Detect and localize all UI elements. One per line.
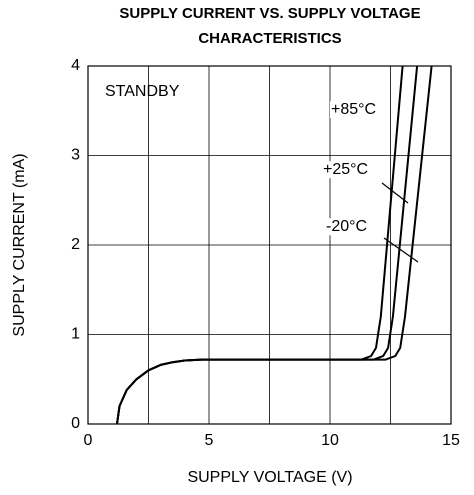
x-tick-label: 0 — [84, 432, 93, 449]
x-tick-label: 15 — [442, 432, 460, 449]
data-line — [116, 65, 433, 425]
x-tick-label: 5 — [205, 432, 214, 449]
annotation-bg — [322, 161, 370, 179]
x-tick-label: 10 — [321, 432, 339, 449]
y-tick-label: 2 — [71, 236, 80, 253]
y-tick-label: 4 — [71, 57, 80, 74]
y-axis-label: SUPPLY CURRENT (mA) — [11, 153, 28, 336]
chart-title: SUPPLY CURRENT VS. SUPPLY VOLTAGE — [119, 5, 420, 22]
annotation-arrow — [383, 237, 419, 263]
annotation: -20°C — [326, 218, 367, 235]
y-tick-label: 3 — [71, 147, 80, 164]
x-axis-label: SUPPLY VOLTAGE (V) — [187, 469, 352, 486]
annotation: STANDBY — [105, 83, 180, 100]
annotation-bg — [325, 218, 369, 236]
annotation: +25°C — [323, 161, 368, 178]
annotation: +85°C — [331, 101, 376, 118]
chart-title: CHARACTERISTICS — [198, 30, 341, 47]
y-tick-label: 0 — [71, 415, 80, 432]
y-tick-label: 1 — [71, 326, 80, 343]
annotation-bg — [330, 101, 378, 119]
